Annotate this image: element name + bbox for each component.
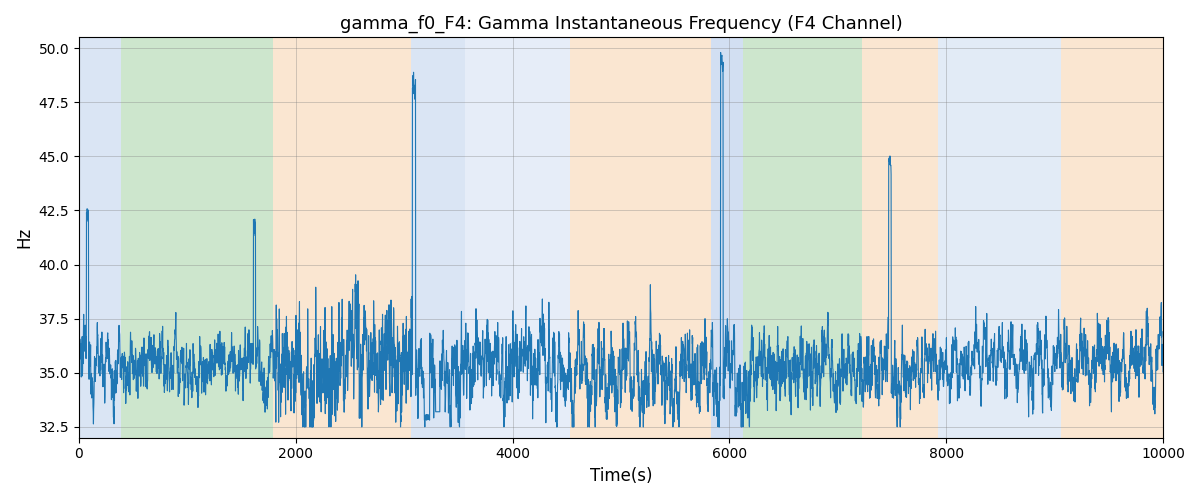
Title: gamma_f0_F4: Gamma Instantaneous Frequency (F4 Channel): gamma_f0_F4: Gamma Instantaneous Frequen…	[340, 15, 902, 34]
Bar	[862, 38, 937, 438]
Bar	[464, 38, 570, 438]
Y-axis label: Hz: Hz	[14, 227, 34, 248]
Bar	[1061, 38, 1163, 438]
Bar	[79, 38, 121, 438]
Bar	[710, 38, 744, 438]
Bar	[121, 38, 272, 438]
Bar	[410, 38, 464, 438]
Bar	[744, 38, 862, 438]
Bar	[570, 38, 710, 438]
Bar	[937, 38, 1061, 438]
X-axis label: Time(s): Time(s)	[589, 467, 653, 485]
Bar	[272, 38, 410, 438]
